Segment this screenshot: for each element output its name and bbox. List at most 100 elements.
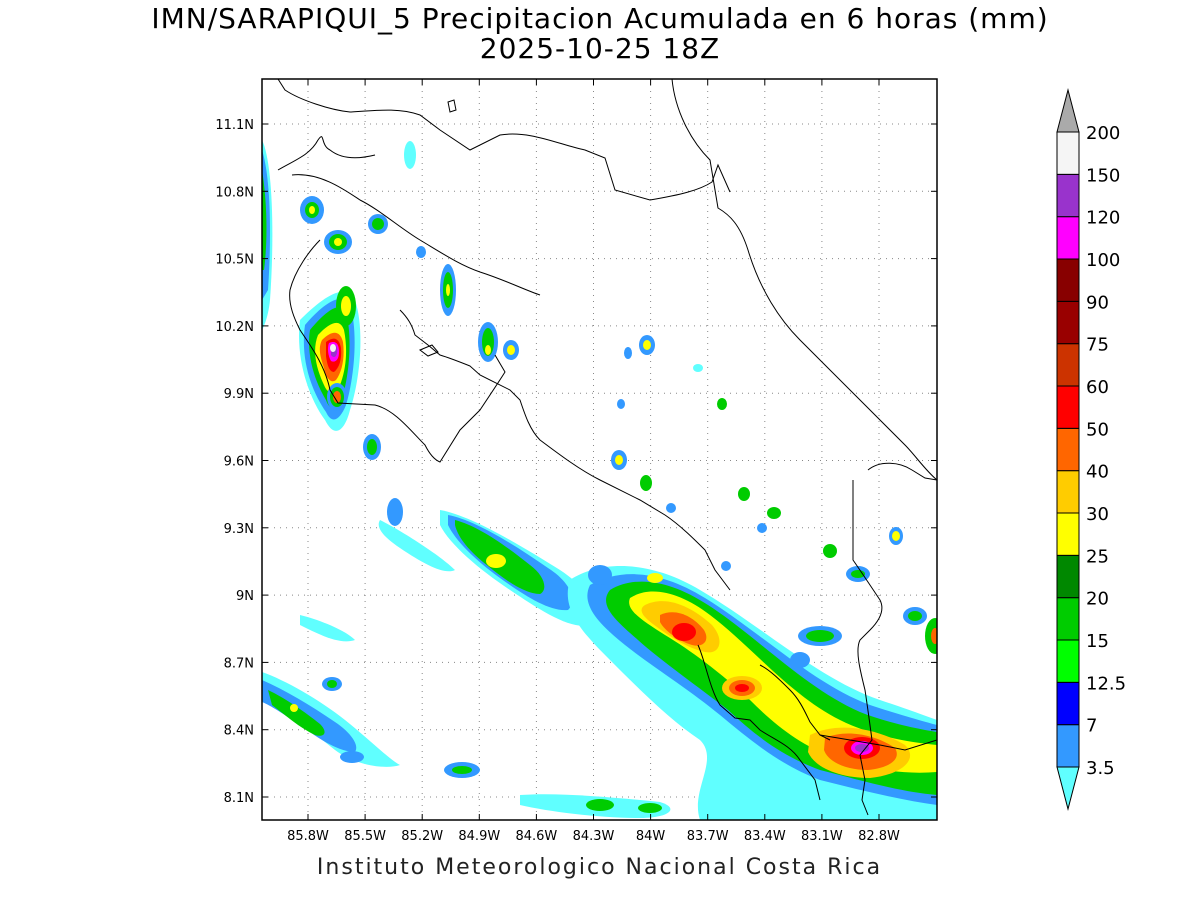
lon-label: 83.4W xyxy=(744,829,786,844)
golfo-dulce xyxy=(759,664,831,741)
rain-cell xyxy=(404,141,416,169)
map-title: IMN/SARAPIQUI_5 Precipitacion Acumulada … xyxy=(151,2,1049,35)
rain-cell-southeast xyxy=(855,744,869,752)
colorbar-level-label: 120 xyxy=(1086,208,1120,229)
colorbar-swatch xyxy=(1056,385,1080,429)
rain-cell xyxy=(341,296,351,316)
lon-label: 83.7W xyxy=(687,829,729,844)
colorbar-level-label: 3.5 xyxy=(1086,758,1115,779)
rain-cell xyxy=(790,652,810,668)
rain-cell xyxy=(452,766,472,774)
rain-cell xyxy=(666,503,676,513)
colorbar-swatch xyxy=(1056,597,1080,641)
colorbar-level-label: 40 xyxy=(1086,462,1109,483)
pacific-coast-nicoya xyxy=(289,239,506,463)
rain-cell-south-core xyxy=(672,623,696,641)
rain-cell xyxy=(721,561,731,571)
rain-cell xyxy=(757,523,767,533)
rain-cell xyxy=(617,399,625,409)
colorbar-level-label: 30 xyxy=(1086,504,1109,525)
lat-label: 9.6N xyxy=(224,455,254,470)
caribbean-coast xyxy=(671,79,937,481)
colorbar-level-label: 60 xyxy=(1086,377,1109,398)
rain-cell xyxy=(333,391,341,403)
colorbar-swatch xyxy=(1056,512,1080,556)
lon-label: 85.8W xyxy=(287,829,329,844)
small-island xyxy=(447,99,457,113)
osa-peninsula xyxy=(697,644,821,801)
colorbar-level-label: 25 xyxy=(1086,546,1109,567)
rain-cell xyxy=(767,507,781,519)
axis-ticks xyxy=(262,79,937,820)
lat-label: 10.2N xyxy=(215,320,254,335)
rain-cell xyxy=(372,218,384,230)
longitude-labels: 85.8W 85.5W 85.2W 84.9W 84.6W 84.3W 84W 83.7W 83… xyxy=(287,829,900,844)
lat-label: 9.3N xyxy=(224,522,254,537)
rain-cell xyxy=(482,328,494,356)
lat-label: 10.8N xyxy=(215,185,254,200)
map-datetime: 2025-10-25 18Z xyxy=(479,32,721,65)
lat-label: 9N xyxy=(236,589,254,604)
rain-cell xyxy=(643,340,651,350)
colorbar-lower-arrow xyxy=(1056,766,1080,811)
colorbar-swatch xyxy=(1056,131,1080,175)
rain-cell xyxy=(738,487,750,501)
rain-cell xyxy=(446,284,450,296)
lat-label: 8.7N xyxy=(224,656,254,671)
rain-cell xyxy=(647,573,663,583)
coastlines-borders xyxy=(262,79,937,816)
colorbar-swatch xyxy=(1056,216,1080,260)
rain-cell xyxy=(367,439,377,455)
lon-label: 84.9W xyxy=(458,829,500,844)
nicoya-inner xyxy=(419,344,439,357)
colorbar-swatch xyxy=(1056,258,1080,302)
colorbar-swatch xyxy=(1056,681,1080,726)
latitude-labels: 11.1N 10.8N 10.5N 10.2N 9.9N 9.6N 9.3N 9N 8.7N 8.… xyxy=(215,118,254,806)
lon-label: 85.2W xyxy=(401,829,443,844)
rain-cell xyxy=(638,803,662,813)
colorbar: 3.5 7 12.5 15 20 25 30 40 50 60 75 90 100 120 150 200 xyxy=(1056,88,1126,811)
rain-band-southwest xyxy=(268,690,325,736)
nicaragua-coast-north xyxy=(277,79,731,201)
colorbar-upper-arrow xyxy=(1056,88,1080,133)
panama-border xyxy=(852,480,883,816)
rain-cell xyxy=(309,206,315,214)
rain-cell-nicoya-core xyxy=(330,344,336,352)
colorbar-level-label: 75 xyxy=(1086,335,1109,356)
colorbar-swatch xyxy=(1056,554,1080,599)
panama-coast xyxy=(867,462,937,481)
rain-cell xyxy=(892,531,900,541)
lat-label: 11.1N xyxy=(215,118,254,133)
colorbar-swatch xyxy=(1056,300,1080,345)
rain-cell xyxy=(387,498,403,526)
rain-band-southwest xyxy=(300,615,355,642)
rain-cell xyxy=(908,611,922,621)
rain-cell xyxy=(507,345,515,355)
lon-label: 83.1W xyxy=(801,829,843,844)
colorbar-level-label: 12.5 xyxy=(1086,673,1126,694)
rain-cell xyxy=(416,246,426,258)
colorbar-level-label: 50 xyxy=(1086,419,1109,440)
rain-cell xyxy=(615,455,623,465)
rain-cell xyxy=(717,398,727,410)
colorbar-level-label: 90 xyxy=(1086,292,1109,313)
rain-cell xyxy=(290,704,298,712)
colorbar-swatch xyxy=(1056,343,1080,387)
colorbar-level-label: 20 xyxy=(1086,589,1109,610)
nicaragua-costa-rica-border xyxy=(291,174,541,296)
colorbar-level-label: 15 xyxy=(1086,631,1109,652)
rain-cell xyxy=(806,630,834,642)
lat-label: 8.1N xyxy=(224,791,254,806)
colorbar-level-label: 150 xyxy=(1086,165,1120,186)
precipitation-field xyxy=(262,140,937,820)
rain-cell xyxy=(327,680,337,688)
colorbar-level-label: 100 xyxy=(1086,250,1120,271)
rain-cell xyxy=(586,799,614,811)
colorbar-level-label: 200 xyxy=(1086,123,1120,144)
nicoya-gulf xyxy=(399,309,731,591)
burica-border xyxy=(819,734,937,751)
nicaragua-lake-shore xyxy=(277,136,376,171)
lat-label: 10.5N xyxy=(215,253,254,268)
rain-band-pacific xyxy=(486,554,506,568)
